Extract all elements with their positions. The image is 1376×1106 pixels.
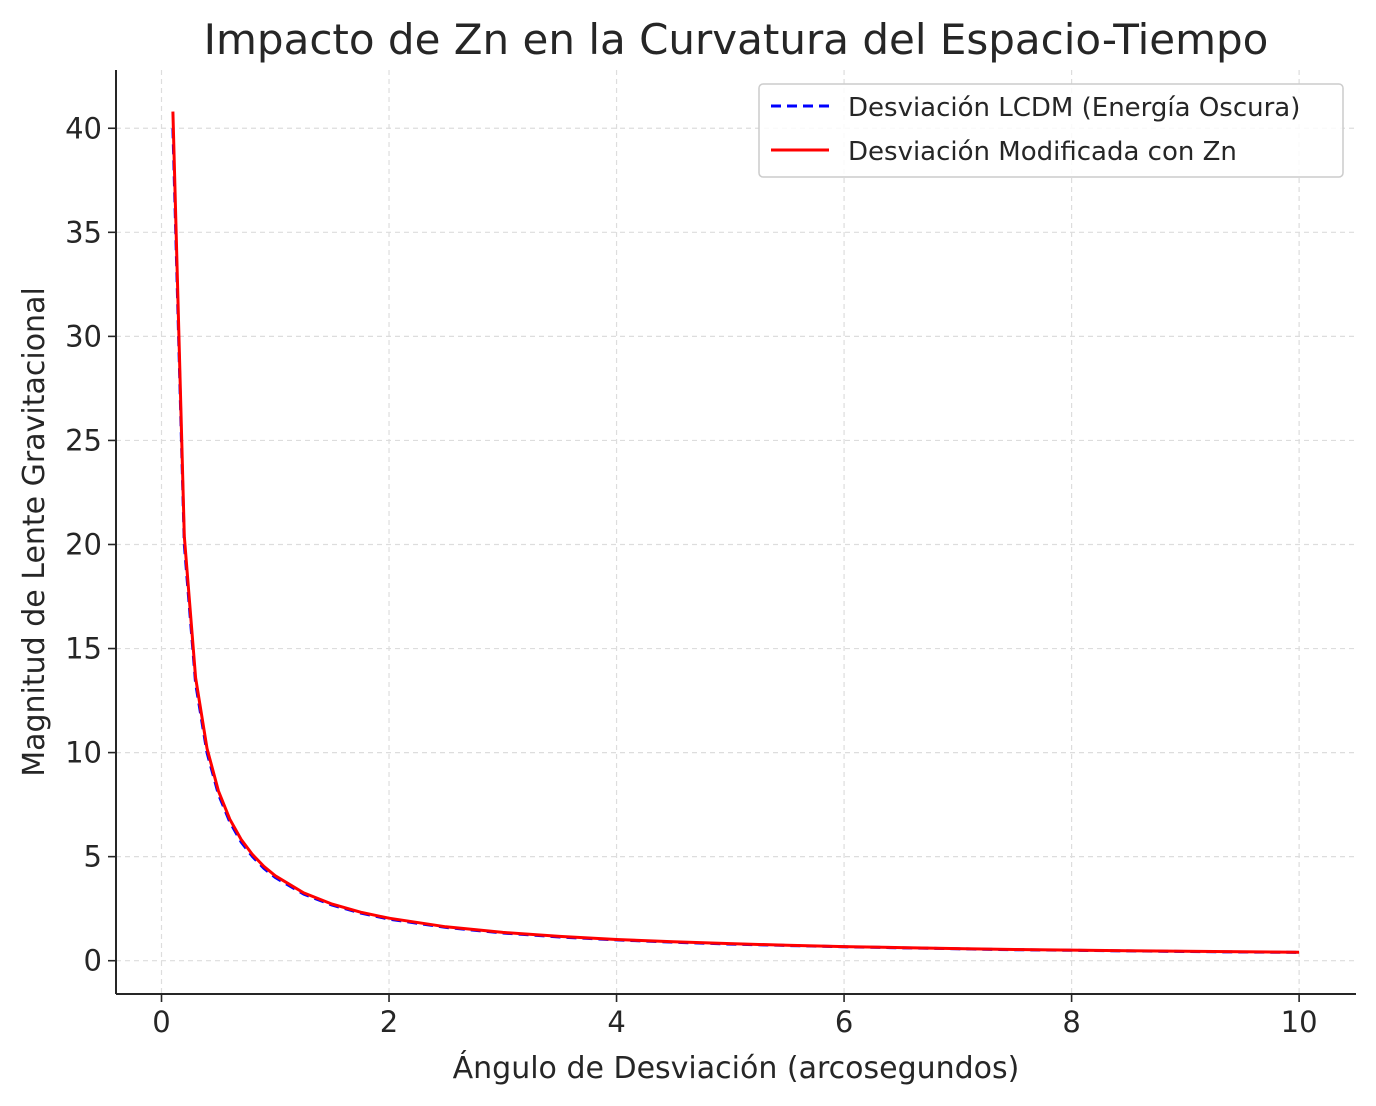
y-tick-label: 15 [65,632,102,666]
series-line-zn [171,111,1300,954]
y-tick-label: 10 [65,736,102,770]
y-tick-label: 30 [65,319,102,353]
y-tick-label: 40 [65,111,102,145]
y-tick-label: 25 [65,423,102,457]
y-tick-label: 20 [65,527,102,561]
legend-box [758,83,1344,178]
series-layer [171,111,1300,954]
y-axis-label: Magnitud de Lente Gravitacional [17,287,52,777]
ticks: 0 2 4 6 8 10 0 5 10 15 20 25 30 35 40 [65,111,1317,1039]
x-tick-label: 10 [1281,1005,1318,1039]
grid [116,70,1356,994]
legend: Desviación LCDM (Energía Oscura) Desviac… [758,83,1344,178]
x-tick-label: 6 [835,1005,853,1039]
y-tick-label: 35 [65,215,102,249]
legend-label-lcdm: Desviación LCDM (Energía Oscura) [848,93,1300,123]
legend-label-zn: Desviación Modificada con Zn [848,137,1237,167]
x-tick-label: 8 [1062,1005,1080,1039]
chart-title: Impacto de Zn en la Curvatura del Espaci… [204,15,1269,64]
y-tick-label: 5 [84,840,102,874]
x-tick-label: 2 [380,1005,398,1039]
x-tick-label: 0 [152,1005,170,1039]
axes [115,70,1356,995]
x-tick-label: 4 [607,1005,625,1039]
x-axis-label: Ángulo de Desviación (arcosegundos) [453,1050,1020,1086]
y-tick-label: 0 [84,944,102,978]
